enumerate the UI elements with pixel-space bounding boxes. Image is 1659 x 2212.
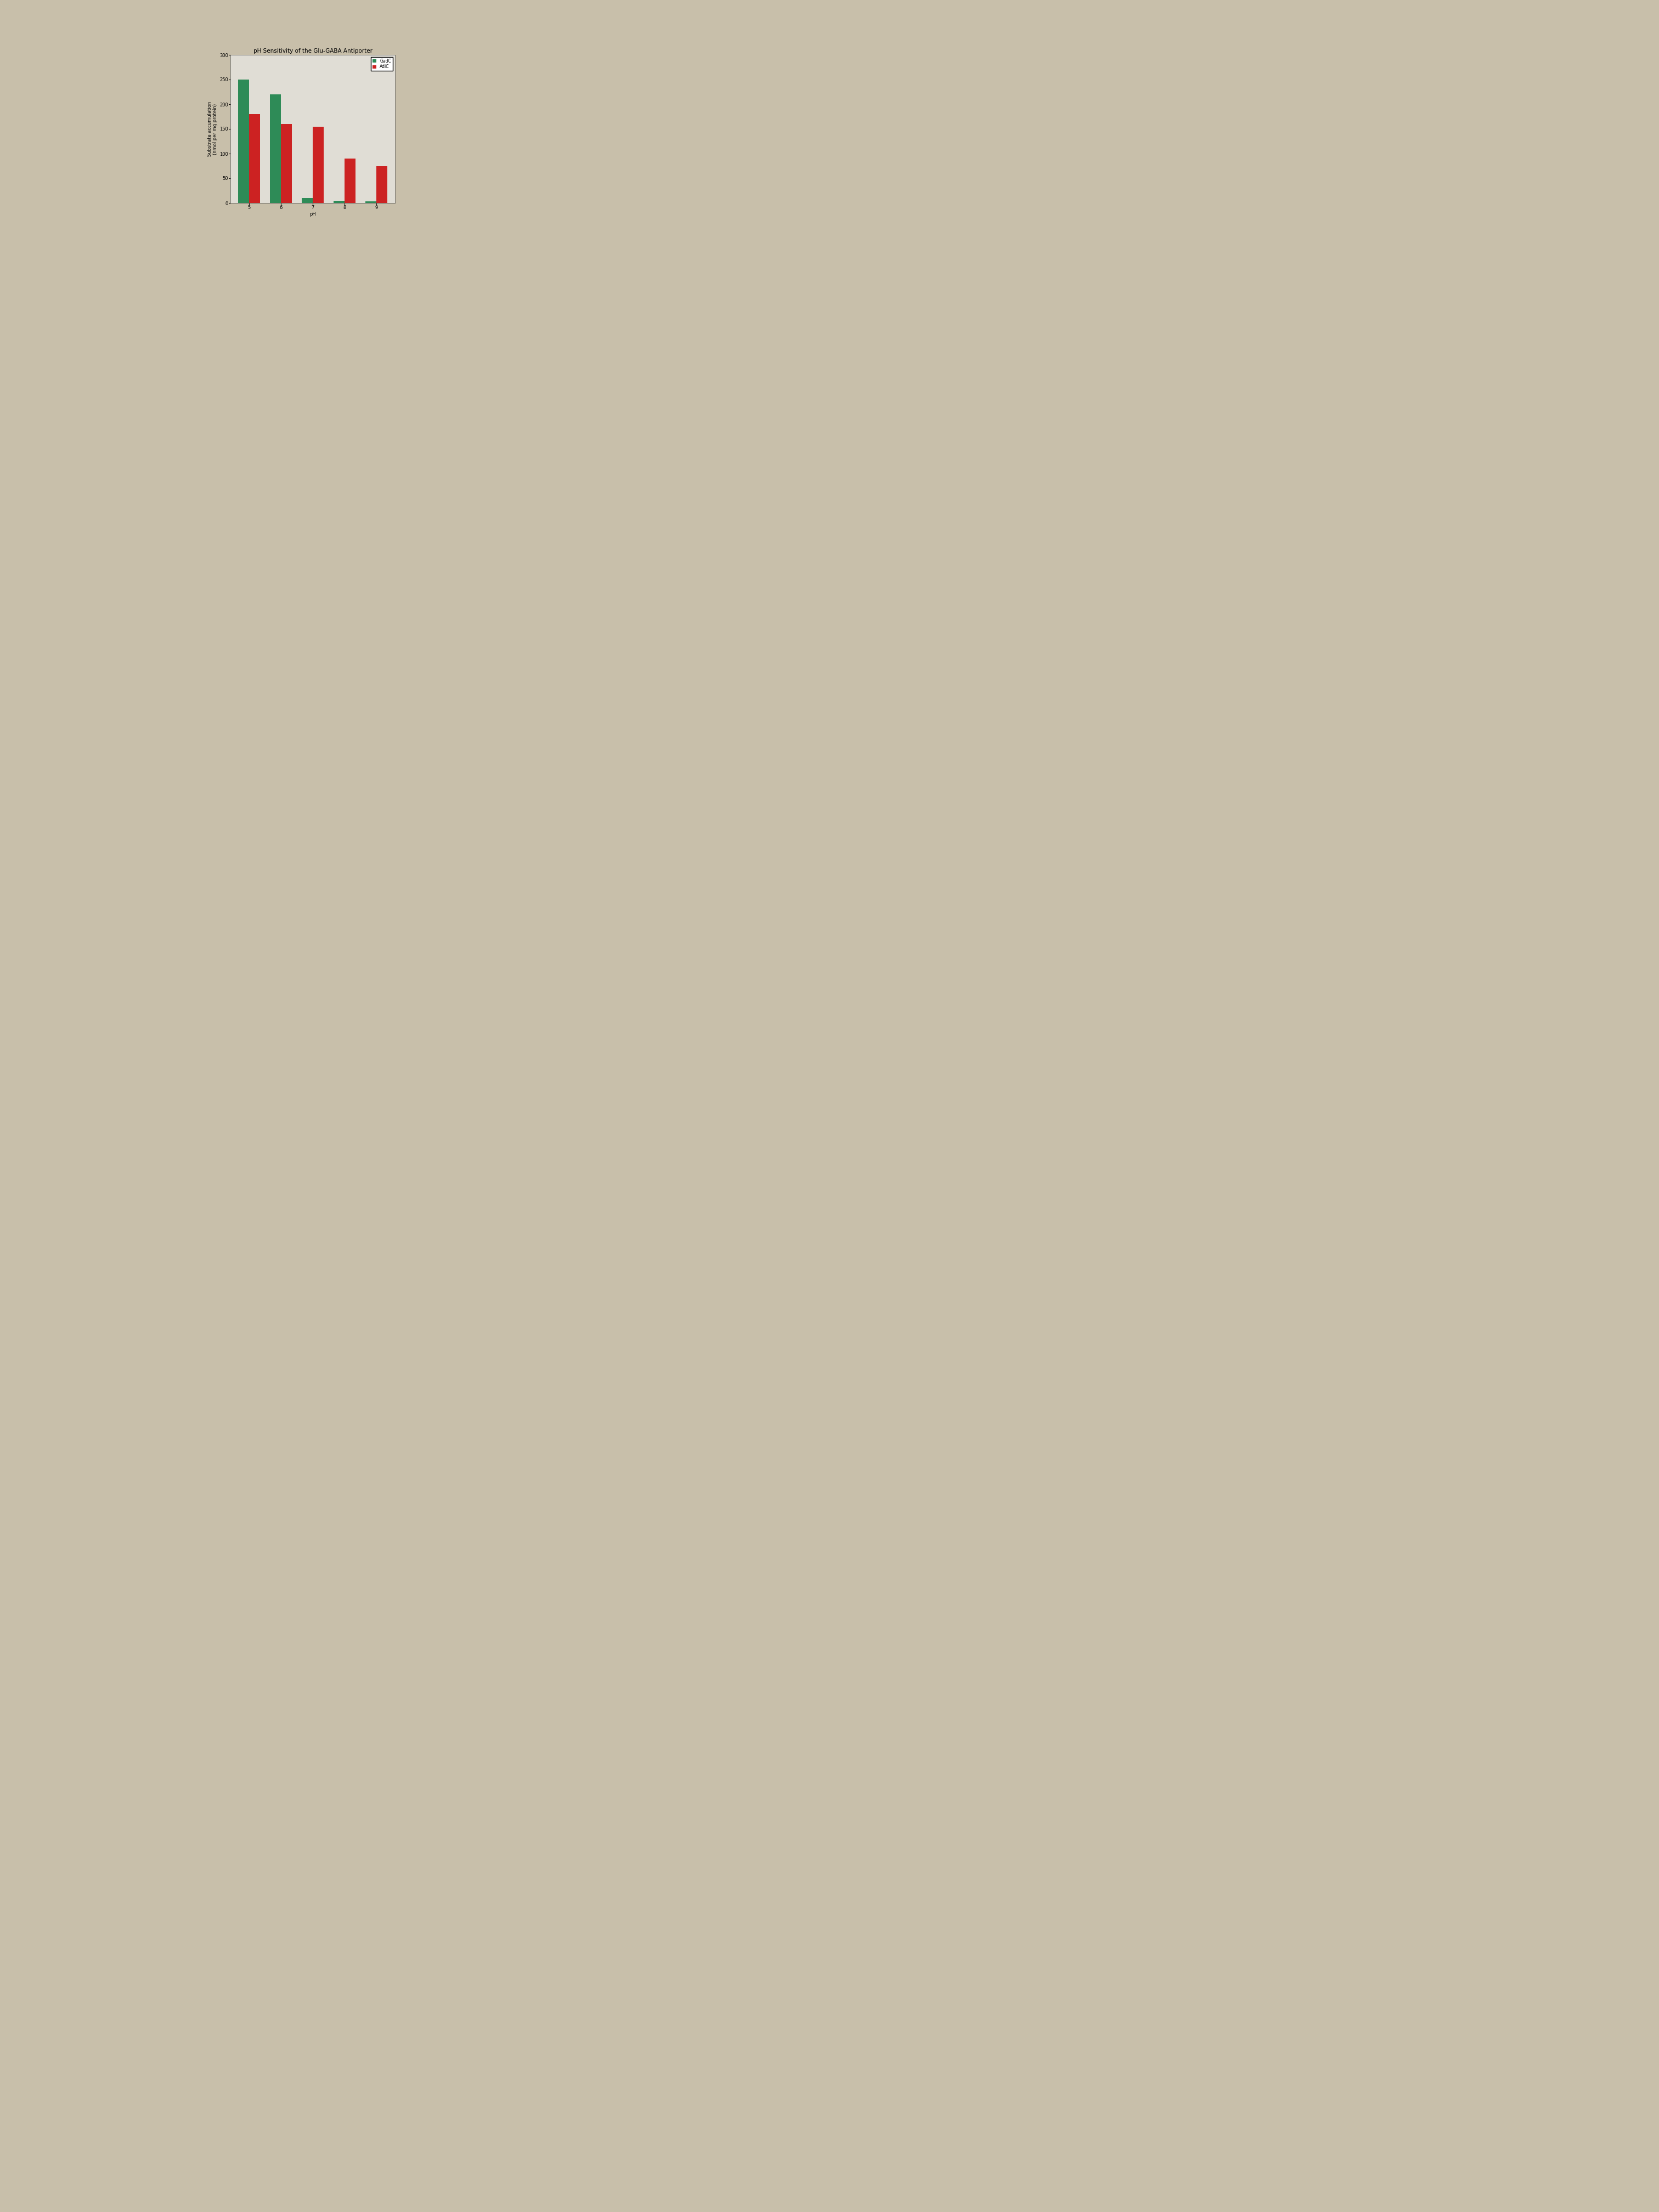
Bar	[302, 199, 312, 204]
Y-axis label: Substrate accumulation
(nmol per mg protein): Substrate accumulation (nmol per mg prot…	[207, 102, 217, 157]
Bar	[377, 166, 388, 204]
Bar	[333, 201, 345, 204]
Bar	[270, 95, 280, 204]
Legend: GadC, AdiC: GadC, AdiC	[370, 58, 393, 71]
Bar	[249, 115, 260, 204]
Title: pH Sensitivity of the Glu-GABA Antiporter: pH Sensitivity of the Glu-GABA Antiporte…	[254, 49, 372, 53]
Bar	[280, 124, 292, 204]
Bar	[345, 159, 355, 204]
Bar	[312, 126, 324, 204]
Bar	[237, 80, 249, 204]
X-axis label: pH: pH	[310, 212, 315, 217]
